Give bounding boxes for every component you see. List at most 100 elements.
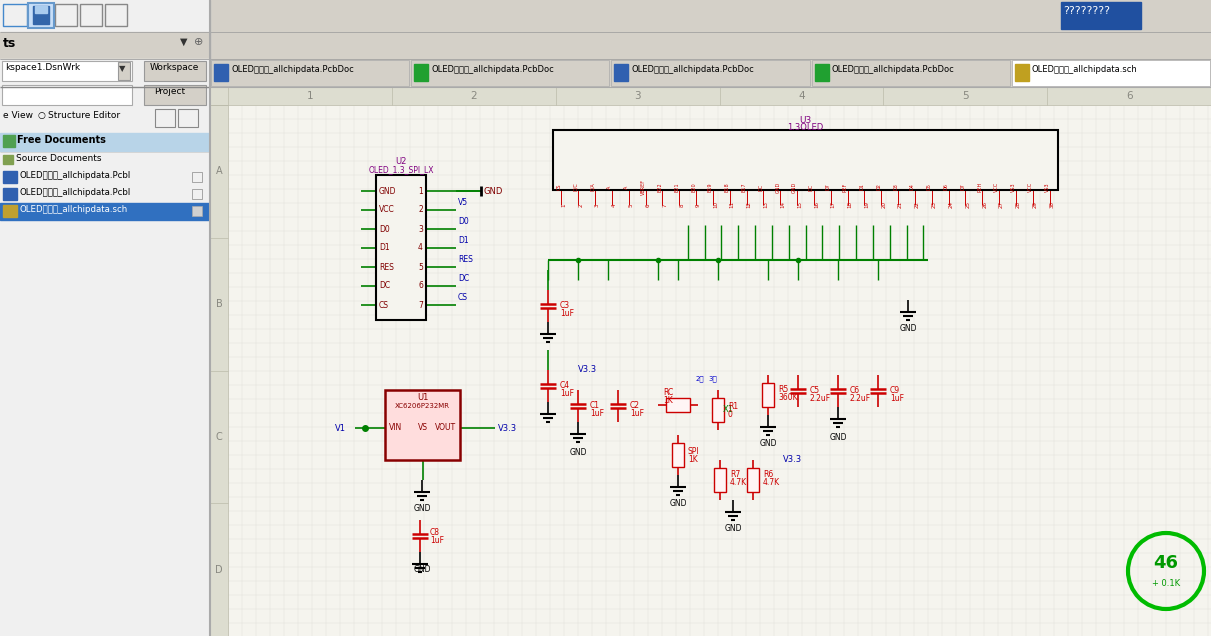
Text: CS: CS [458, 293, 467, 302]
Bar [1012, 60, 1210, 86]
Text: B17: B17 [741, 182, 747, 192]
Text: 0: 0 [728, 410, 733, 419]
Text: REF: REF [843, 183, 848, 191]
Text: VCC: VCC [994, 182, 999, 192]
Text: U1: U1 [417, 393, 429, 402]
Bar [666, 398, 690, 412]
Text: OLED_1.3_SPI_LX: OLED_1.3_SPI_LX [368, 165, 434, 174]
Bar [210, 87, 1211, 636]
Text: + 0.1K: + 0.1K [1152, 579, 1180, 588]
Bar [811, 60, 1010, 86]
Bar [614, 64, 629, 81]
Text: B: B [216, 299, 223, 309]
Text: 26: 26 [982, 202, 987, 209]
Text: GND: GND [830, 433, 846, 442]
Bar [193, 206, 202, 216]
Text: 10: 10 [713, 202, 718, 209]
Text: 4.7K: 4.7K [763, 478, 780, 487]
Text: D: D [216, 565, 223, 574]
Bar [1015, 64, 1029, 81]
Text: D0: D0 [458, 217, 469, 226]
Text: GND: GND [569, 448, 587, 457]
Text: 4: 4 [418, 244, 423, 252]
Text: 1uF: 1uF [559, 309, 574, 318]
Text: 2: 2 [418, 205, 423, 214]
Text: VS: VS [418, 424, 427, 432]
Text: 28: 28 [1016, 202, 1021, 209]
Text: VCC: VCC [379, 205, 395, 214]
Text: D3: D3 [893, 184, 899, 190]
Bar [214, 64, 228, 81]
Text: VOUT: VOUT [435, 424, 457, 432]
Text: 30: 30 [1050, 202, 1055, 209]
Text: 4: 4 [798, 91, 805, 101]
Text: CS: CS [379, 300, 389, 310]
Text: B20: B20 [691, 182, 696, 192]
Text: Workspace: Workspace [150, 63, 200, 72]
Bar [0, 203, 210, 220]
Text: XC6206P232MR: XC6206P232MR [395, 403, 450, 409]
Bar [0, 0, 1211, 32]
Text: 4.7K: 4.7K [730, 478, 747, 487]
Bar [762, 383, 774, 407]
Text: C1: C1 [590, 401, 599, 410]
Text: R7: R7 [730, 470, 740, 479]
Text: 18: 18 [848, 202, 853, 209]
Text: REH: REH [977, 182, 982, 192]
Text: D1: D1 [860, 184, 865, 190]
Text: 11: 11 [730, 202, 735, 209]
Text: OLED显示屏_allchipdata.sch: OLED显示屏_allchipdata.sch [1032, 65, 1137, 74]
Text: GND: GND [775, 181, 780, 193]
Bar [193, 189, 202, 199]
Text: 6: 6 [1126, 91, 1132, 101]
Text: VS3: VS3 [1045, 182, 1050, 192]
Text: 25: 25 [965, 202, 970, 209]
Text: 1uF: 1uF [890, 394, 903, 403]
Bar [144, 61, 206, 81]
Bar [2, 188, 17, 200]
Text: 7: 7 [662, 204, 667, 207]
Text: B19: B19 [708, 183, 713, 191]
Bar [412, 60, 609, 86]
Text: DC: DC [758, 183, 763, 191]
Text: C3: C3 [559, 301, 570, 310]
Text: kspace1.DsnWrk: kspace1.DsnWrk [5, 63, 80, 72]
Text: 5: 5 [418, 263, 423, 272]
Text: ▼: ▼ [119, 64, 126, 73]
Text: 2: 2 [470, 91, 477, 101]
Text: 1uF: 1uF [590, 409, 604, 418]
Text: C5: C5 [810, 386, 820, 395]
Bar [155, 109, 176, 127]
Text: 3: 3 [595, 204, 601, 207]
Text: 12: 12 [747, 202, 752, 209]
Text: Structure Editor: Structure Editor [48, 111, 120, 120]
Text: 27: 27 [999, 202, 1004, 209]
Text: 17: 17 [831, 202, 836, 209]
Bar [0, 32, 210, 59]
Bar [210, 105, 228, 636]
Bar [815, 64, 828, 81]
Bar [35, 6, 47, 13]
Text: GND: GND [900, 324, 917, 333]
Text: OLED显示屏_allchipdata.PcbDoc: OLED显示屏_allchipdata.PcbDoc [631, 65, 754, 74]
Text: RC: RC [662, 388, 673, 397]
Text: DC: DC [458, 274, 469, 283]
Text: D6: D6 [943, 184, 948, 190]
Text: D7: D7 [826, 184, 831, 190]
Text: 20: 20 [882, 202, 886, 209]
Text: C8: C8 [430, 528, 440, 537]
Text: 13: 13 [763, 202, 769, 209]
Text: A: A [624, 185, 629, 189]
Text: X1: X1 [723, 405, 734, 414]
Text: R5: R5 [777, 385, 788, 394]
Bar [414, 64, 429, 81]
Text: 46: 46 [1154, 554, 1178, 572]
Bar [210, 59, 1211, 87]
Text: 1uF: 1uF [559, 389, 574, 398]
Text: ⊕: ⊕ [194, 37, 203, 47]
Text: 2.2uF: 2.2uF [850, 394, 871, 403]
Text: 1K: 1K [664, 396, 673, 405]
Text: VCC: VCC [1028, 182, 1033, 192]
Text: 5: 5 [962, 91, 969, 101]
Text: 1.3OLED: 1.3OLED [787, 123, 823, 132]
